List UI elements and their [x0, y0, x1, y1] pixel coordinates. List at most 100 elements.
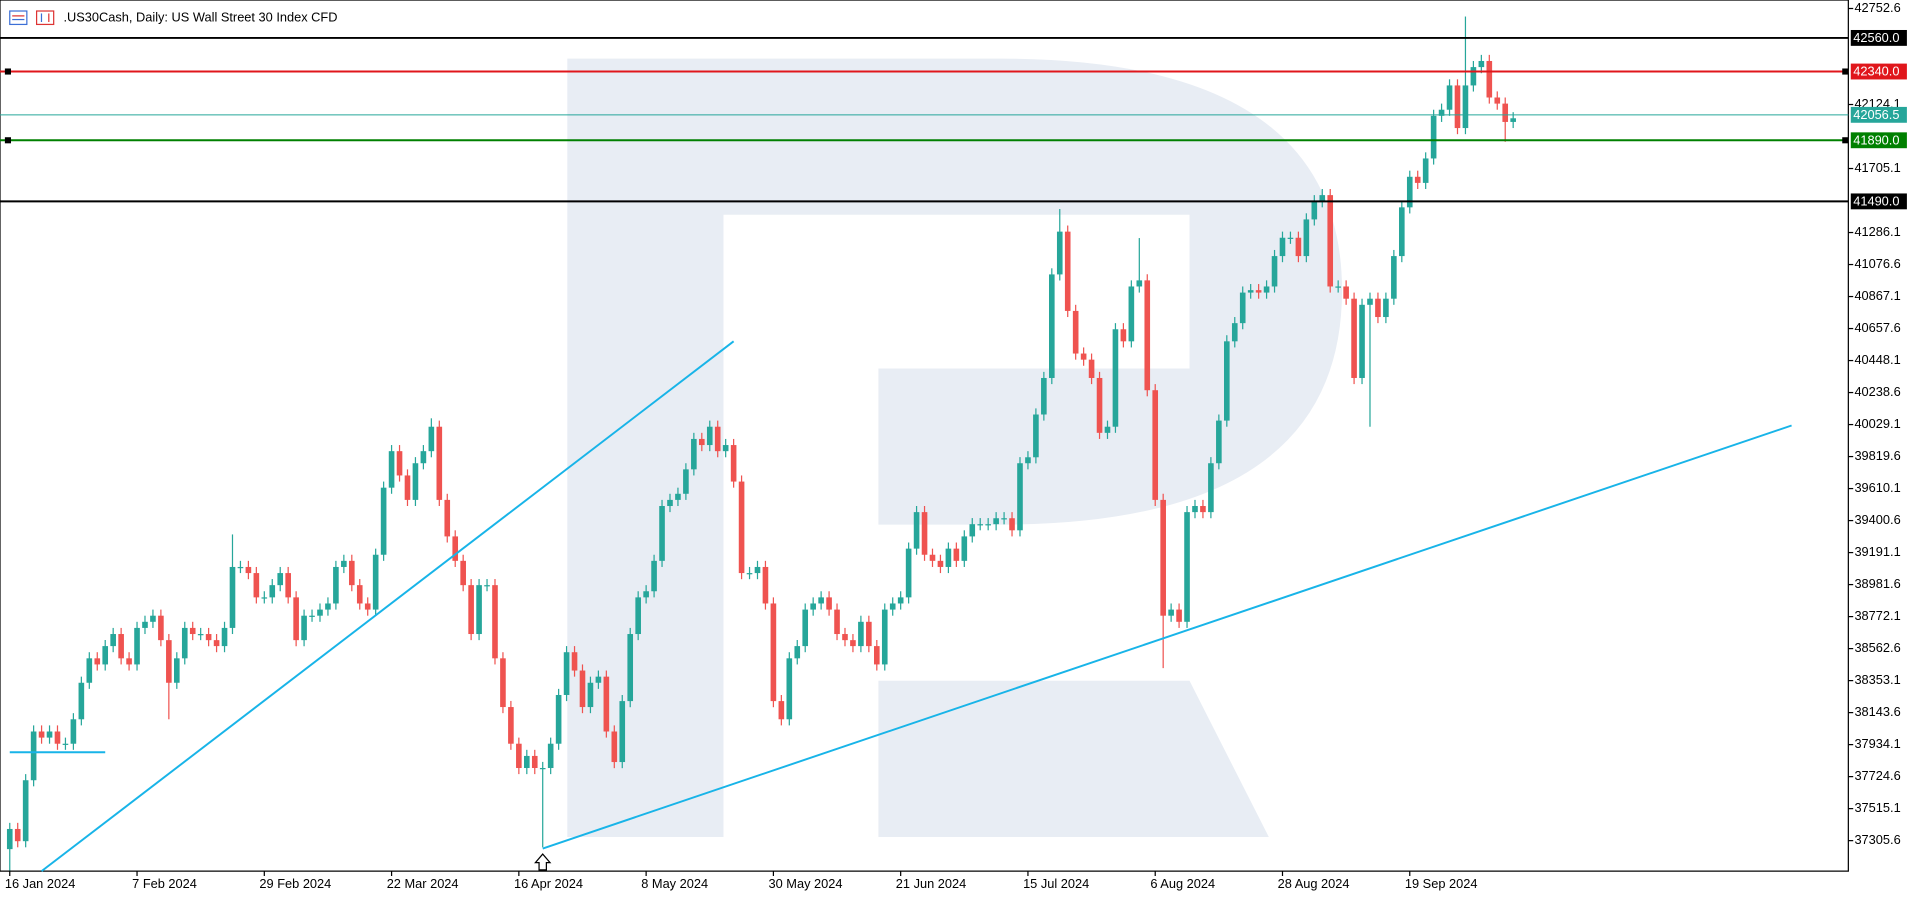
candle-body [1287, 237, 1294, 239]
candle-body [1001, 518, 1007, 520]
candle-body [1438, 109, 1445, 116]
candle-body [921, 512, 928, 555]
y-tick-label: 40867.1 [1854, 288, 1900, 303]
candle-body [1279, 237, 1286, 257]
candle-body [619, 701, 626, 763]
candle-body [174, 658, 180, 683]
candle-body [301, 615, 307, 641]
level-label-box [1850, 63, 1907, 80]
candle-body [1502, 103, 1509, 122]
candle-body [1327, 195, 1334, 287]
y-tick-label: 37934.1 [1854, 736, 1900, 751]
candle-body [1080, 353, 1087, 360]
candle-body [261, 597, 268, 599]
candle-body [1128, 286, 1135, 342]
candle-body [1017, 463, 1023, 531]
candle-body [1104, 426, 1111, 433]
candle-body [770, 603, 777, 702]
level-handle [4, 68, 11, 75]
level-label: 42340.0 [1853, 64, 1899, 79]
candle-body [460, 560, 466, 586]
y-tick-label: 41076.6 [1854, 256, 1900, 271]
candle-body [714, 426, 721, 452]
candle-body [993, 518, 999, 525]
candle-body [317, 609, 323, 616]
level-label: 41890.0 [1853, 132, 1899, 147]
candle-body [1025, 457, 1031, 464]
y-tick-label: 41705.1 [1854, 160, 1900, 175]
candle-body [1208, 463, 1214, 513]
candle-body [166, 640, 172, 683]
candle-body [142, 621, 148, 628]
candle-body [881, 609, 888, 665]
candle-body [937, 560, 944, 567]
candle-body [428, 426, 435, 452]
candle-body [516, 743, 522, 769]
candle-body [850, 640, 856, 647]
candle-body [205, 634, 212, 641]
candle-body [1168, 609, 1174, 616]
level-handle [1842, 68, 1849, 75]
candle-body [977, 524, 984, 526]
candle-body [1112, 329, 1119, 427]
candle-body [1136, 280, 1143, 287]
candle-body [333, 566, 339, 604]
y-tick-label: 40657.6 [1854, 320, 1900, 335]
candle-body [1383, 298, 1389, 318]
candle-body [1319, 195, 1326, 202]
candle-body [818, 597, 824, 604]
candle-body [412, 463, 419, 500]
candle-body [189, 627, 196, 635]
candle-body [1351, 298, 1357, 378]
x-tick-label: 30 May 2024 [769, 876, 843, 891]
candle-body [810, 603, 816, 610]
candle-body [531, 755, 538, 769]
candle-body [571, 652, 578, 671]
y-tick-label: 42752.6 [1854, 0, 1900, 15]
candle-body [78, 682, 85, 720]
candle-body [722, 445, 729, 452]
y-tick-label: 39191.1 [1854, 544, 1900, 559]
candle-body [595, 676, 602, 683]
candle-body [364, 603, 371, 610]
candle-body [985, 524, 991, 526]
candle-body [539, 768, 546, 770]
candle-body [897, 597, 904, 604]
candle-body [349, 560, 355, 586]
candle-body [38, 731, 45, 738]
level-handle [4, 137, 11, 144]
level-label: 41490.0 [1853, 193, 1899, 208]
candle-body [1367, 298, 1373, 305]
toolbar-icons [9, 10, 55, 26]
x-tick-label: 16 Apr 2024 [514, 876, 583, 891]
candle-body [150, 615, 156, 622]
y-tick-label: 37305.6 [1854, 832, 1900, 847]
candle-body [754, 566, 761, 574]
chart-title: .US30Cash, Daily: US Wall Street 30 Inde… [63, 10, 337, 25]
x-tick-label: 7 Feb 2024 [132, 876, 197, 891]
candle-body [476, 585, 482, 635]
candle-body [794, 646, 801, 659]
x-tick-label: 29 Feb 2024 [259, 876, 331, 891]
candle-body [46, 731, 53, 738]
candle-body [1200, 506, 1206, 513]
candle-body [1041, 377, 1047, 415]
candle-body [929, 554, 936, 561]
y-tick-label: 40448.1 [1854, 352, 1900, 367]
candle-body [452, 536, 459, 561]
candle-body [834, 609, 840, 635]
candle-body [1049, 274, 1055, 378]
candle-body [22, 780, 29, 842]
candle-body [1446, 85, 1453, 110]
candle-body [563, 652, 570, 695]
candle-body [1510, 118, 1516, 122]
level-label-box [1850, 132, 1907, 149]
candle-body [1478, 60, 1485, 68]
candle-body [372, 554, 379, 610]
candle-body [1470, 67, 1477, 86]
candle-body [14, 828, 21, 842]
candle-body [1216, 420, 1222, 464]
candle-body [953, 548, 960, 561]
candle-body [508, 707, 514, 744]
